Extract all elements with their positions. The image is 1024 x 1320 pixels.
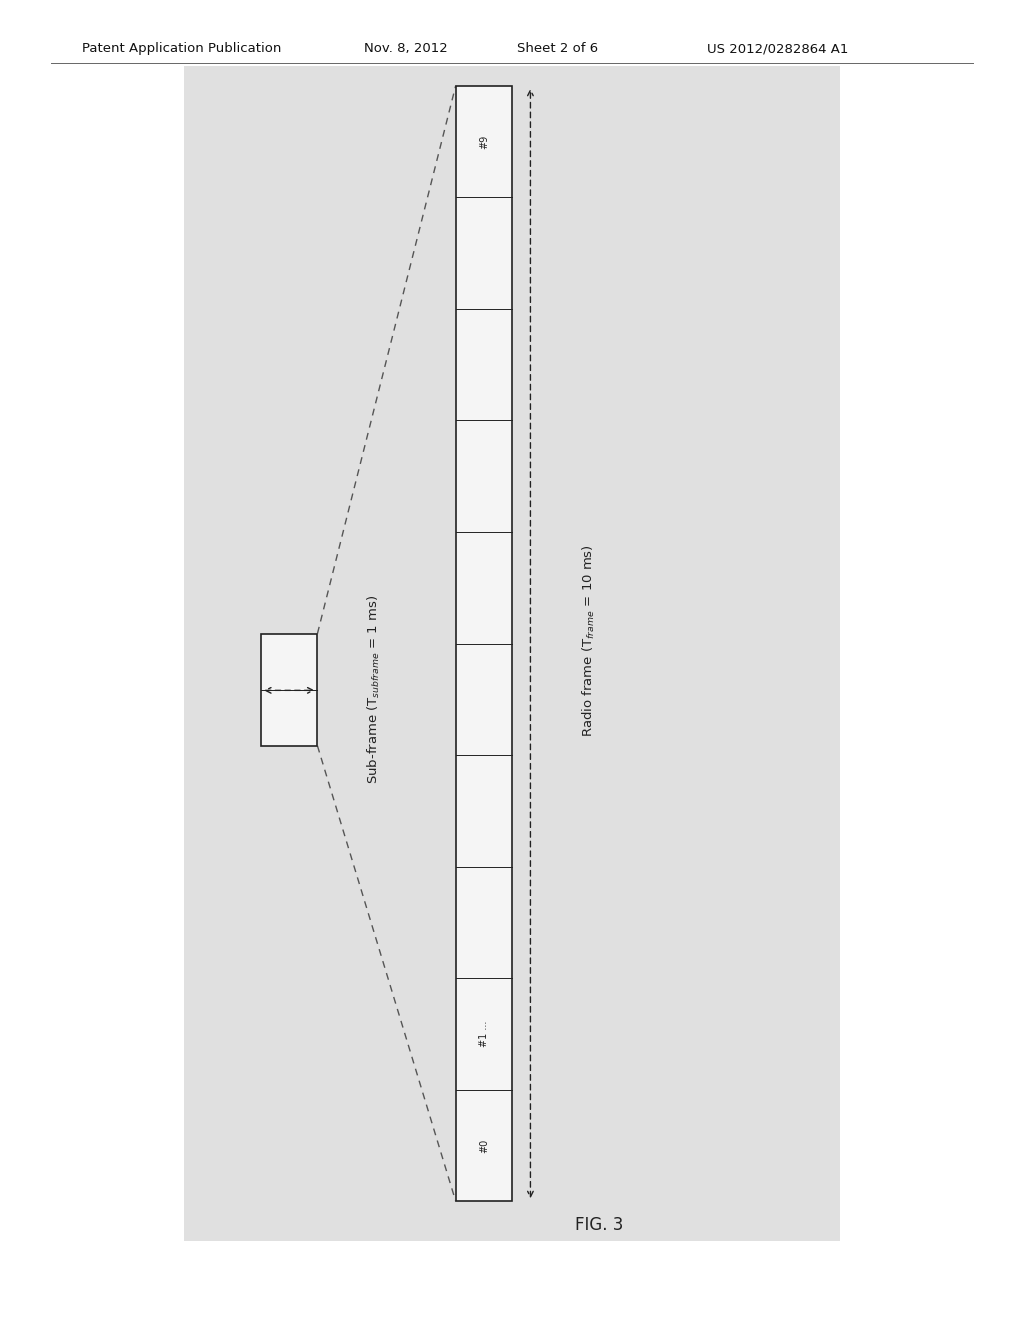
Text: #0: #0	[479, 1138, 488, 1152]
Text: Radio frame (T$_{frame}$ = 10 ms): Radio frame (T$_{frame}$ = 10 ms)	[581, 544, 597, 737]
Text: Patent Application Publication: Patent Application Publication	[82, 42, 282, 55]
Text: FIG. 3: FIG. 3	[574, 1216, 624, 1234]
Bar	[261, 634, 317, 746]
Text: US 2012/0282864 A1: US 2012/0282864 A1	[707, 42, 848, 55]
Text: #1 ...: #1 ...	[479, 1020, 488, 1047]
Text: Nov. 8, 2012: Nov. 8, 2012	[364, 42, 447, 55]
Bar	[456, 86, 512, 1201]
Bar	[184, 66, 840, 1241]
Text: #9: #9	[479, 135, 488, 149]
Text: Sub-frame (T$_{subframe}$ = 1 ms): Sub-frame (T$_{subframe}$ = 1 ms)	[366, 594, 382, 784]
Text: Sheet 2 of 6: Sheet 2 of 6	[517, 42, 598, 55]
